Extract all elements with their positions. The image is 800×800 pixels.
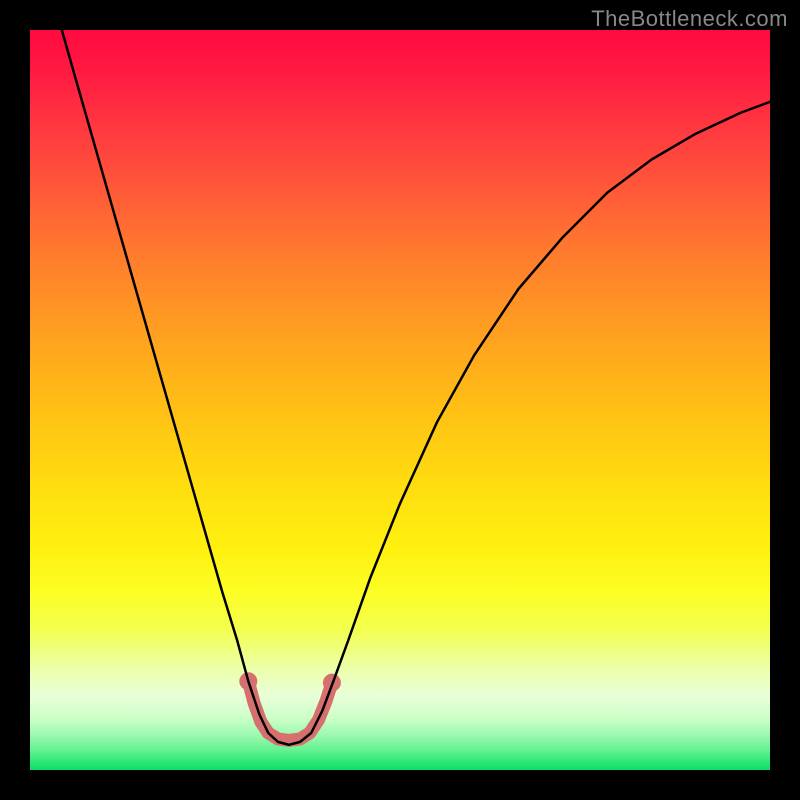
gradient-background (30, 30, 770, 770)
chart-container: TheBottleneck.com (0, 0, 800, 800)
plot-svg (30, 30, 770, 770)
watermark-text: TheBottleneck.com (591, 6, 788, 32)
plot-area (30, 30, 770, 770)
